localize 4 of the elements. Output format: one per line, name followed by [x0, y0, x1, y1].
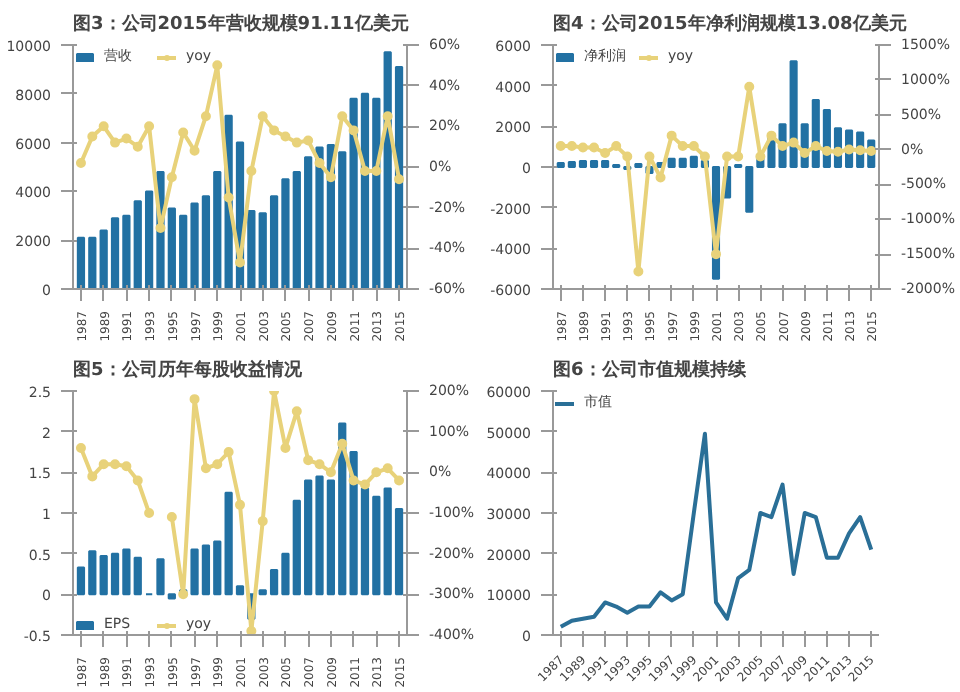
chart-title: 图4：公司2015年净利润规模13.08亿美元 — [553, 13, 907, 35]
chart-title: 图6：公司市值规模持续 — [553, 359, 748, 381]
chart-title: 图5：公司历年每股收益情况 — [73, 359, 304, 381]
chart-title: 图3：公司2015年营收规模91.11亿美元 — [73, 13, 409, 35]
